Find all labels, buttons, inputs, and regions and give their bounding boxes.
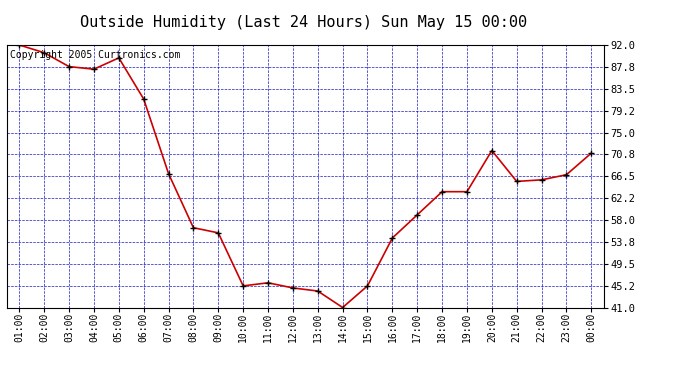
Text: Outside Humidity (Last 24 Hours) Sun May 15 00:00: Outside Humidity (Last 24 Hours) Sun May… (80, 15, 527, 30)
Text: Copyright 2005 Curtronics.com: Copyright 2005 Curtronics.com (10, 50, 180, 60)
